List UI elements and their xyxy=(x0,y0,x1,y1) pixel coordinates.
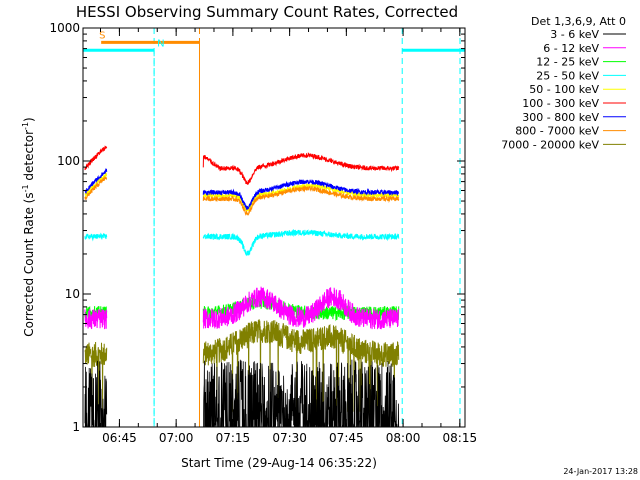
legend-label-2: 12 - 25 keV xyxy=(536,56,599,69)
series-line-5 xyxy=(84,145,400,185)
x-tick-label-0: 06:45 xyxy=(102,431,137,445)
flag-label-0: S xyxy=(99,30,105,41)
legend-label-6: 300 - 800 keV xyxy=(522,111,599,124)
chart-title: HESSI Observing Summary Count Rates, Cor… xyxy=(76,3,458,21)
series-line-7 xyxy=(84,176,400,217)
axes: 1 10 100 1000 06:45 07:00 07:15 07:30 07:45 08:00… xyxy=(49,21,477,445)
series-line-0 xyxy=(84,359,400,428)
y-tick-label-1: 10 xyxy=(65,287,80,301)
y-tick-label-2: 100 xyxy=(57,154,80,168)
x-tick-label-3: 07:30 xyxy=(272,431,307,445)
x-tick-label-5: 08:00 xyxy=(386,431,421,445)
legend-label-0: 3 - 6 keV xyxy=(550,28,599,41)
y-axis-label-end: ) xyxy=(22,117,36,122)
legend-label-8: 7000 - 20000 keV xyxy=(501,138,599,151)
flag-label-1: N xyxy=(157,38,164,49)
x-tick-label-6: 08:15 xyxy=(443,431,478,445)
y-tick-label-0: 1 xyxy=(72,420,80,434)
y-axis-label-sup1: -1 xyxy=(21,184,30,192)
series-line-8 xyxy=(84,319,400,413)
series-line-6 xyxy=(84,168,399,210)
y-axis-label-main: Corrected Count Rate (s xyxy=(22,192,36,336)
legend-label-3: 25 - 50 keV xyxy=(536,69,599,82)
legend-label-5: 100 - 300 keV xyxy=(522,97,599,110)
series-line-3 xyxy=(84,229,400,257)
plot-frame xyxy=(82,27,466,428)
x-axis-label: Start Time (29-Aug-14 06:35:22) xyxy=(181,456,377,470)
legend-label-1: 6 - 12 keV xyxy=(543,42,599,55)
legend-header: Det 1,3,6,9, Att 0 xyxy=(531,15,626,28)
legend-label-4: 50 - 100 keV xyxy=(529,83,599,96)
plot-area: SN xyxy=(83,28,466,428)
y-tick-label-3: 1000 xyxy=(49,21,80,35)
x-tick-label-4: 07:45 xyxy=(329,431,364,445)
x-tick-label-1: 07:00 xyxy=(159,431,194,445)
series-line-1 xyxy=(84,286,400,330)
y-axis-label: Corrected Count Rate (s-1 detector-1) xyxy=(21,117,36,336)
y-axis-label-mid: detector xyxy=(22,130,36,185)
legend-label-7: 800 - 7000 keV xyxy=(515,125,599,138)
timestamp: 24-Jan-2017 13:28 xyxy=(563,467,638,476)
y-axis-label-sup2: -1 xyxy=(21,122,30,130)
x-tick-label-2: 07:15 xyxy=(216,431,251,445)
